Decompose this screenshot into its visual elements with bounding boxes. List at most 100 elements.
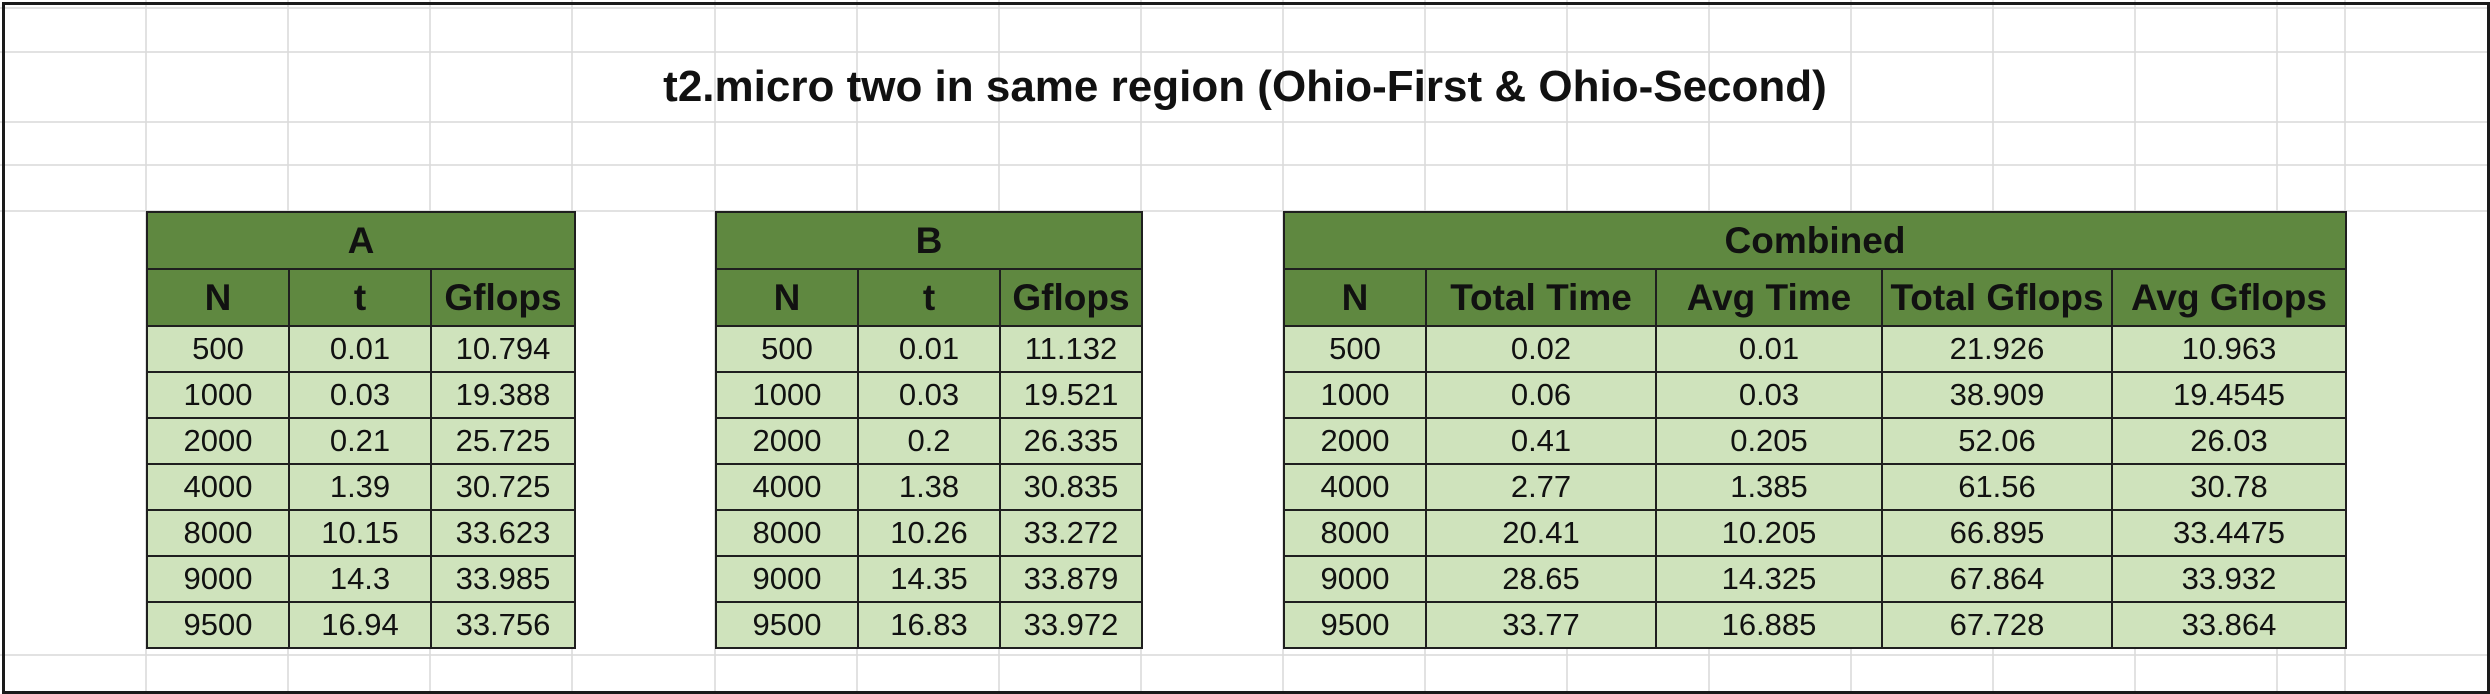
table-cell[interactable]: 10.963 xyxy=(2111,325,2347,373)
table-cell[interactable]: 33.77 xyxy=(1425,601,1657,649)
table-cell[interactable]: 1000 xyxy=(146,371,290,419)
table-row: 4000 1.39 30.725 xyxy=(146,463,576,511)
table-cell[interactable]: 0.21 xyxy=(288,417,432,465)
table-cell[interactable]: 33.972 xyxy=(999,601,1143,649)
table-row: 2000 0.21 25.725 xyxy=(146,417,576,465)
column-header-avg-gflops[interactable]: Avg Gflops xyxy=(2111,268,2347,327)
table-b-group-header[interactable]: B xyxy=(715,211,1143,270)
table-cell[interactable]: 16.94 xyxy=(288,601,432,649)
table-cell[interactable]: 1.39 xyxy=(288,463,432,511)
table-cell[interactable]: 26.335 xyxy=(999,417,1143,465)
column-header-t[interactable]: t xyxy=(288,268,432,327)
table-cell[interactable]: 0.01 xyxy=(288,325,432,373)
table-cell[interactable]: 14.3 xyxy=(288,555,432,603)
table-row: 500 0.01 11.132 xyxy=(715,325,1143,373)
table-cell[interactable]: 0.03 xyxy=(857,371,1001,419)
table-cell[interactable]: 33.879 xyxy=(999,555,1143,603)
column-header-n[interactable]: N xyxy=(146,268,290,327)
table-cell[interactable]: 33.4475 xyxy=(2111,509,2347,557)
table-cell[interactable]: 1000 xyxy=(715,371,859,419)
column-header-n[interactable]: N xyxy=(715,268,859,327)
table-cell[interactable]: 33.756 xyxy=(430,601,576,649)
table-cell[interactable]: 66.895 xyxy=(1881,509,2113,557)
table-combined-group-header[interactable]: Combined xyxy=(1283,211,2347,270)
table-cell[interactable]: 14.325 xyxy=(1655,555,1883,603)
table-cell[interactable]: 20.41 xyxy=(1425,509,1657,557)
table-cell[interactable]: 8000 xyxy=(1283,509,1427,557)
table-cell[interactable]: 0.41 xyxy=(1425,417,1657,465)
table-cell[interactable]: 25.725 xyxy=(430,417,576,465)
table-cell[interactable]: 0.01 xyxy=(1655,325,1883,373)
table-cell[interactable]: 9500 xyxy=(715,601,859,649)
table-cell[interactable]: 9000 xyxy=(1283,555,1427,603)
table-cell[interactable]: 2000 xyxy=(1283,417,1427,465)
table-cell[interactable]: 1000 xyxy=(1283,371,1427,419)
table-cell[interactable]: 9500 xyxy=(1283,601,1427,649)
table-cell[interactable]: 30.78 xyxy=(2111,463,2347,511)
table-cell[interactable]: 19.4545 xyxy=(2111,371,2347,419)
table-cell[interactable]: 1.38 xyxy=(857,463,1001,511)
table-cell[interactable]: 10.26 xyxy=(857,509,1001,557)
table-cell[interactable]: 61.56 xyxy=(1881,463,2113,511)
table-cell[interactable]: 0.205 xyxy=(1655,417,1883,465)
table-cell[interactable]: 16.885 xyxy=(1655,601,1883,649)
column-header-total-gflops[interactable]: Total Gflops xyxy=(1881,268,2113,327)
table-row: 2000 0.41 0.205 52.06 26.03 xyxy=(1283,417,2347,465)
table-cell[interactable]: 33.932 xyxy=(2111,555,2347,603)
table-cell[interactable]: 8000 xyxy=(715,509,859,557)
table-cell[interactable]: 10.794 xyxy=(430,325,576,373)
table-cell[interactable]: 14.35 xyxy=(857,555,1001,603)
table-cell[interactable]: 9000 xyxy=(715,555,859,603)
table-cell[interactable]: 33.985 xyxy=(430,555,576,603)
table-cell[interactable]: 10.15 xyxy=(288,509,432,557)
table-cell[interactable]: 0.02 xyxy=(1425,325,1657,373)
table-cell[interactable]: 4000 xyxy=(146,463,290,511)
table-cell[interactable]: 500 xyxy=(146,325,290,373)
table-combined-body: 500 0.02 0.01 21.926 10.963 1000 0.06 0.03 38.90… xyxy=(1283,325,2347,649)
table-cell[interactable]: 19.388 xyxy=(430,371,576,419)
table-cell[interactable]: 21.926 xyxy=(1881,325,2113,373)
table-cell[interactable]: 33.623 xyxy=(430,509,576,557)
table-cell[interactable]: 0.06 xyxy=(1425,371,1657,419)
column-header-total-time[interactable]: Total Time xyxy=(1425,268,1657,327)
column-header-t[interactable]: t xyxy=(857,268,1001,327)
table-cell[interactable]: 38.909 xyxy=(1881,371,2113,419)
table-cell[interactable]: 9000 xyxy=(146,555,290,603)
table-cell[interactable]: 67.864 xyxy=(1881,555,2113,603)
table-cell[interactable]: 2.77 xyxy=(1425,463,1657,511)
table-cell[interactable]: 9500 xyxy=(146,601,290,649)
table-row: 2000 0.2 26.335 xyxy=(715,417,1143,465)
table-cell[interactable]: 16.83 xyxy=(857,601,1001,649)
table-a-group-header[interactable]: A xyxy=(146,211,576,270)
table-cell[interactable]: 2000 xyxy=(715,417,859,465)
table-cell[interactable]: 67.728 xyxy=(1881,601,2113,649)
table-cell[interactable]: 4000 xyxy=(715,463,859,511)
table-cell[interactable]: 0.2 xyxy=(857,417,1001,465)
table-cell[interactable]: 1.385 xyxy=(1655,463,1883,511)
table-cell[interactable]: 33.864 xyxy=(2111,601,2347,649)
table-cell[interactable]: 500 xyxy=(1283,325,1427,373)
table-cell[interactable]: 0.03 xyxy=(1655,371,1883,419)
table-cell[interactable]: 28.65 xyxy=(1425,555,1657,603)
table-cell[interactable]: 0.01 xyxy=(857,325,1001,373)
table-cell[interactable]: 19.521 xyxy=(999,371,1143,419)
table-cell[interactable]: 0.03 xyxy=(288,371,432,419)
column-header-gflops[interactable]: Gflops xyxy=(999,268,1143,327)
table-cell[interactable]: 10.205 xyxy=(1655,509,1883,557)
table-cell[interactable]: 52.06 xyxy=(1881,417,2113,465)
table-row: 9000 14.35 33.879 xyxy=(715,555,1143,603)
table-cell[interactable]: 30.835 xyxy=(999,463,1143,511)
table-cell[interactable]: 8000 xyxy=(146,509,290,557)
table-cell[interactable]: 4000 xyxy=(1283,463,1427,511)
column-header-n[interactable]: N xyxy=(1283,268,1427,327)
table-cell[interactable]: 500 xyxy=(715,325,859,373)
table-cell[interactable]: 11.132 xyxy=(999,325,1143,373)
column-header-gflops[interactable]: Gflops xyxy=(430,268,576,327)
table-cell[interactable]: 2000 xyxy=(146,417,290,465)
table-cell[interactable]: 26.03 xyxy=(2111,417,2347,465)
sheet-title[interactable]: t2.micro two in same region (Ohio-First … xyxy=(663,62,1827,111)
table-cell[interactable]: 30.725 xyxy=(430,463,576,511)
table-cell[interactable]: 33.272 xyxy=(999,509,1143,557)
column-header-avg-time[interactable]: Avg Time xyxy=(1655,268,1883,327)
